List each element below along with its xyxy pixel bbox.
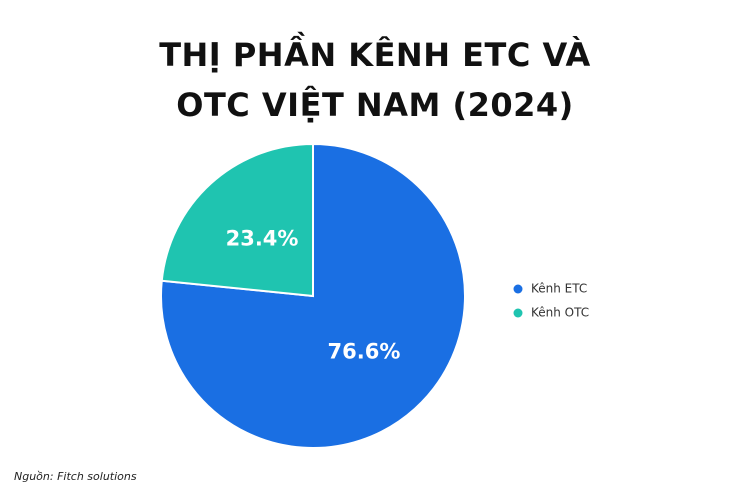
source-note: Nguồn: Fitch solutions xyxy=(14,470,137,483)
legend-label: Kênh ETC xyxy=(531,282,587,296)
legend-label: Kênh OTC xyxy=(531,306,589,320)
pie-slice xyxy=(160,142,314,298)
data-label: 23.4% xyxy=(226,227,299,251)
data-label: 76.6% xyxy=(328,339,401,363)
chart-title: THỊ PHẦN KÊNH ETC VÀ OTC VIỆT NAM (2024) xyxy=(159,36,591,124)
legend-marker xyxy=(513,284,523,294)
legend-marker xyxy=(513,308,523,318)
